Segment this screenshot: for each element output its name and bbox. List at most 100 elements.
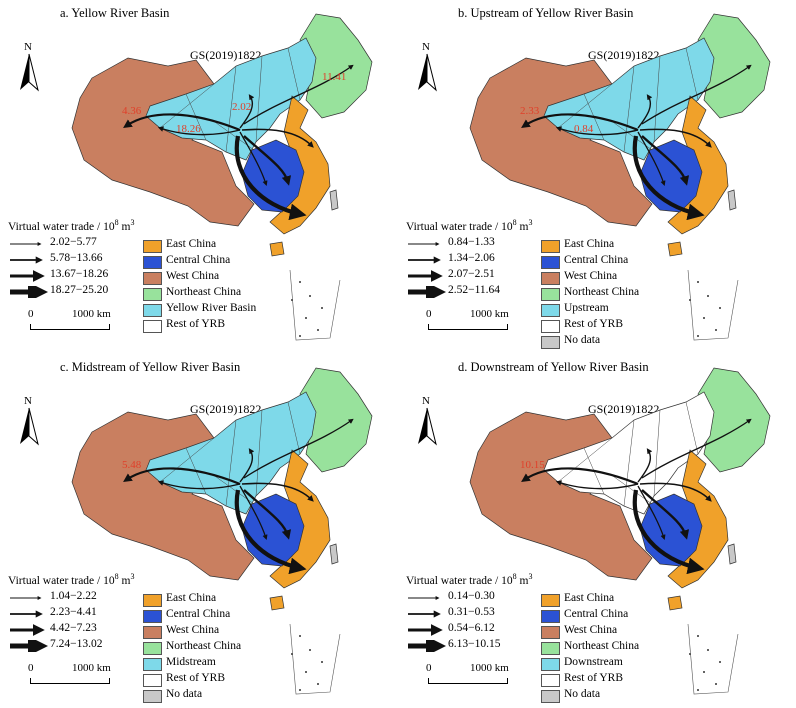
region-legend-label: East China	[166, 238, 217, 250]
trade-class-item: 2.23−4.41	[8, 606, 158, 622]
region-legend-label: West China	[166, 270, 220, 282]
region-legend-label: West China	[564, 270, 618, 282]
flow-value-label: 5.48	[122, 459, 142, 471]
trade-class-label: 1.34−2.06	[448, 252, 495, 264]
trade-class-item: 0.31−0.53	[406, 606, 556, 622]
trade-flow-arrow	[239, 131, 268, 186]
trade-class-label: 18.27−25.20	[50, 284, 109, 296]
region-legend-item: Northeast China	[541, 640, 701, 656]
region-legend-item: Northeast China	[143, 286, 303, 302]
legend-swatch	[541, 642, 560, 655]
trade-flow-arrow	[243, 418, 354, 479]
island-dot	[305, 671, 307, 673]
region-legend-label: Upstream	[564, 302, 609, 314]
region-legend-item: West China	[541, 270, 701, 286]
region-hainan	[269, 241, 285, 257]
trade-class-item: 2.52−11.64	[406, 284, 556, 300]
region-legend-item: No data	[143, 688, 303, 704]
region-taiwan	[329, 189, 339, 211]
region-legend-item: Central China	[541, 254, 701, 270]
trade-flow-arrow	[241, 482, 314, 502]
trade-class-item: 1.34−2.06	[406, 252, 556, 268]
island-dot	[697, 281, 699, 283]
legend-title: Virtual water trade / 108 m3	[8, 218, 135, 233]
trade-class-label: 5.78−13.66	[50, 252, 103, 264]
region-legend-item: No data	[541, 334, 701, 350]
island-dot	[697, 335, 699, 337]
legend-swatch	[143, 288, 162, 301]
trade-flow-arrow	[639, 128, 712, 148]
trade-flow-arrow	[521, 467, 639, 486]
region-legend-item: No data	[541, 688, 701, 704]
trade-flow-arrow	[637, 485, 666, 540]
scale-bar: 0 1000 km	[10, 662, 130, 692]
region-legend-item: Midstream	[143, 656, 303, 672]
island-dot	[719, 307, 721, 309]
legend-swatch	[541, 304, 560, 317]
region-legend-item: Rest of YRB	[541, 672, 701, 688]
island-dot	[305, 317, 307, 319]
region-legend-label: East China	[564, 238, 615, 250]
panel-downstream: d. Downstream of Yellow River Basin GS(20…	[398, 354, 796, 708]
region-legend-label: Northeast China	[564, 640, 640, 652]
legend-swatch	[541, 610, 560, 623]
trade-class-item: 0.14−0.30	[406, 590, 556, 606]
scale-distance: 1000 km	[72, 662, 111, 674]
scale-zero: 0	[426, 662, 432, 674]
trade-class-item: 2.07−2.51	[406, 268, 556, 284]
legend-swatch	[541, 626, 560, 639]
trade-class-label: 2.23−4.41	[50, 606, 97, 618]
trade-flow-arrow	[641, 135, 690, 186]
trade-class-item: 13.67−18.26	[8, 268, 158, 284]
region-legend-item: Central China	[541, 608, 701, 624]
region-legend-label: Central China	[564, 608, 629, 620]
region-legend-label: No data	[166, 688, 203, 700]
scale-distance: 1000 km	[470, 308, 509, 320]
region-legend: East China Central China West China Northea…	[143, 592, 303, 704]
svg-text:N: N	[422, 41, 430, 53]
region-legend-item: Rest of YRB	[143, 318, 303, 334]
scale-zero: 0	[28, 308, 34, 320]
region-legend-item: West China	[143, 624, 303, 640]
trade-class-label: 2.07−2.51	[448, 268, 495, 280]
trade-class-item: 6.13−10.15	[406, 638, 556, 654]
legend-swatch	[143, 594, 162, 607]
trade-flow-arrow	[555, 480, 639, 490]
scale-distance: 1000 km	[72, 308, 111, 320]
trade-flow-arrow	[637, 448, 653, 483]
panel-yellow-river-basin: a. Yellow River Basin GS(2019)1822 4.36 18.…	[0, 0, 398, 354]
scale-bar: 0 1000 km	[10, 308, 130, 338]
region-legend-item: Rest of YRB	[143, 672, 303, 688]
island-dot	[703, 317, 705, 319]
flow-value-label: 2.02	[232, 101, 251, 113]
island-dot	[321, 661, 323, 663]
trade-flow-arrow	[521, 113, 639, 132]
map-canvas: 4.36 18.26 2.02 11.41	[71, 13, 373, 341]
map-approval-code: GS(2019)1822	[588, 48, 660, 62]
island-dot	[317, 329, 319, 331]
legend-swatch	[541, 690, 560, 703]
trade-flow-arrow	[243, 64, 354, 125]
map-approval-code: GS(2019)1822	[588, 402, 660, 416]
region-legend-label: Rest of YRB	[166, 318, 225, 330]
region-legend-label: Central China	[564, 254, 629, 266]
trade-flow-arrow	[632, 135, 705, 221]
trade-class-item: 18.27−25.20	[8, 284, 158, 300]
island-dot	[309, 295, 311, 297]
trade-class-label: 13.67−18.26	[50, 268, 109, 280]
trade-class-item: 7.24−13.02	[8, 638, 158, 654]
trade-flow-arrow	[243, 489, 292, 540]
trade-flow-arrow	[157, 480, 241, 490]
legend-swatch	[541, 336, 560, 349]
island-dot	[697, 635, 699, 637]
svg-text:N: N	[422, 395, 430, 407]
trade-class-label: 0.14−0.30	[448, 590, 495, 602]
scale-zero: 0	[426, 308, 432, 320]
trade-flow-arrow	[637, 94, 653, 129]
flow-value-label: 2.33	[520, 105, 540, 117]
panel-midstream: c. Midstream of Yellow River Basin GS(201…	[0, 354, 398, 708]
trade-class-legend: 2.02−5.77 5.78−13.66 13.67−18.26 18.27−25.2…	[8, 236, 158, 300]
trade-flow-arrow	[641, 64, 752, 125]
region-legend-item: West China	[541, 624, 701, 640]
legend-swatch	[143, 240, 162, 253]
